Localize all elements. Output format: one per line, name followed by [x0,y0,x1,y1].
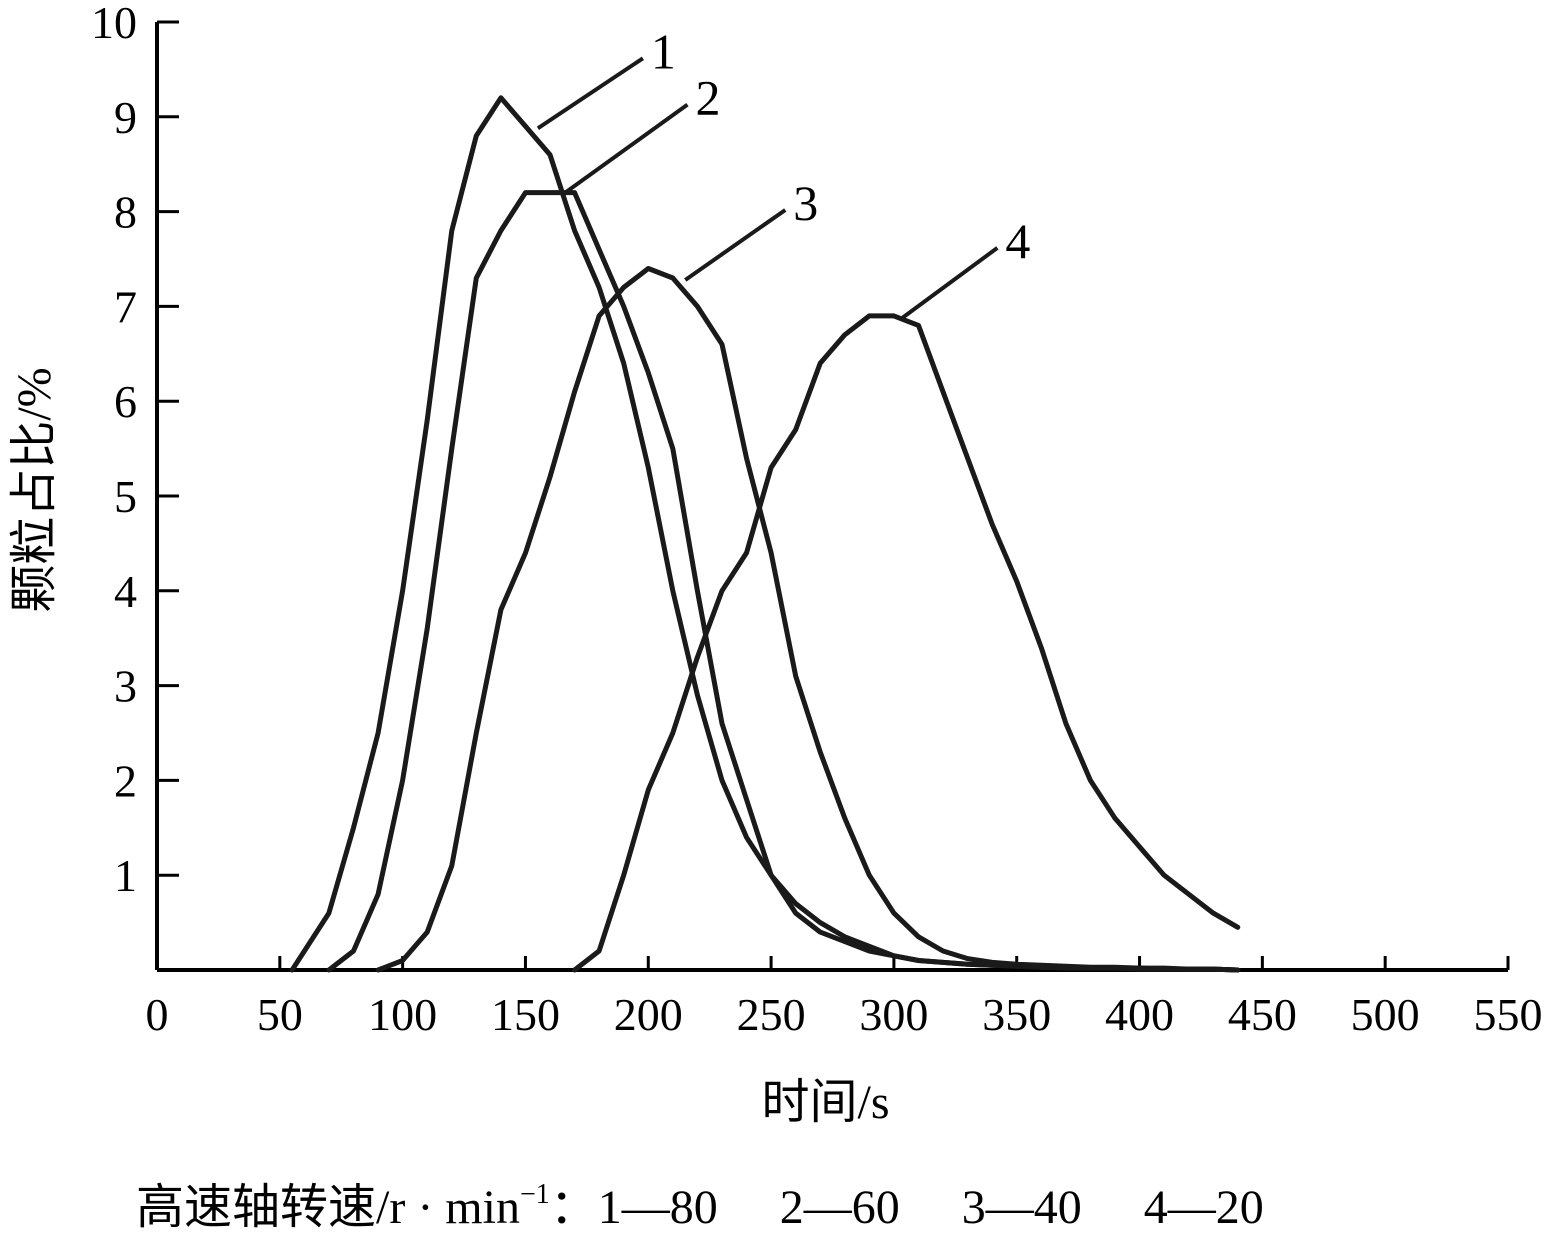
y-tick-label-5: 5 [114,471,137,522]
y-tick-label-1: 1 [114,850,137,901]
y-tick-label-9: 9 [114,92,137,143]
legend-prefix: 高速轴转速/r · min [136,1181,520,1234]
legend-entry-3: 3—40 [961,1181,1082,1234]
y-tick-label-2: 2 [114,755,137,806]
series-label-2: 2 [695,70,720,126]
x-tick-label-550: 550 [1474,989,1543,1040]
series-leader-4 [901,246,999,320]
x-tick-label-150: 150 [491,989,560,1040]
chart-series-labels: 12 3 4 [651,23,1030,269]
x-tick-label-0: 0 [146,989,169,1040]
y-tick-label-3: 3 [114,661,137,712]
series-leader-1 [536,56,645,130]
series-label-1: 1 [651,23,676,79]
legend-entry-2: 2—60 [779,1181,900,1234]
series-line-2 [326,190,1241,973]
legend-caption: 高速轴转速/r · min−1：1—80 2—60 3—40 4—20 [0,1163,1557,1234]
x-tick-label-500: 500 [1351,989,1420,1040]
x-tick-label-200: 200 [614,989,683,1040]
y-tick-label-10: 10 [91,0,137,48]
x-axis-title: 时间/s [761,1076,889,1129]
x-tick-label-250: 250 [737,989,806,1040]
x-tick-label-450: 450 [1228,989,1297,1040]
chart-axes: 0 50 100 150 200 250 300 350 400 450 500 5501234567… [8,0,1543,1129]
legend-suffix: ： [549,1181,598,1234]
chart-series-layer [289,56,1241,973]
series-line-3 [375,266,1241,973]
y-tick-label-8: 8 [114,187,137,238]
y-tick-label-4: 4 [114,566,137,617]
series-line-4 [572,313,1241,973]
series-label-3: 3 [793,175,818,231]
y-tick-label-6: 6 [114,376,137,427]
y-tick-label-7: 7 [114,281,137,332]
legend-superscript: −1 [519,1179,550,1210]
series-leader-2 [561,103,689,197]
legend-entry-1: 1—80 [597,1181,718,1234]
x-tick-label-350: 350 [982,989,1051,1040]
series-label-4: 4 [1005,213,1030,269]
x-tick-label-300: 300 [859,989,928,1040]
y-axis-title: 颗粒占比/% [8,367,61,612]
x-tick-label-400: 400 [1105,989,1174,1040]
series-leader-3 [684,208,787,282]
x-tick-label-100: 100 [368,989,437,1040]
x-tick-label-50: 50 [257,989,303,1040]
legend-entry-4: 4—20 [1143,1181,1264,1234]
